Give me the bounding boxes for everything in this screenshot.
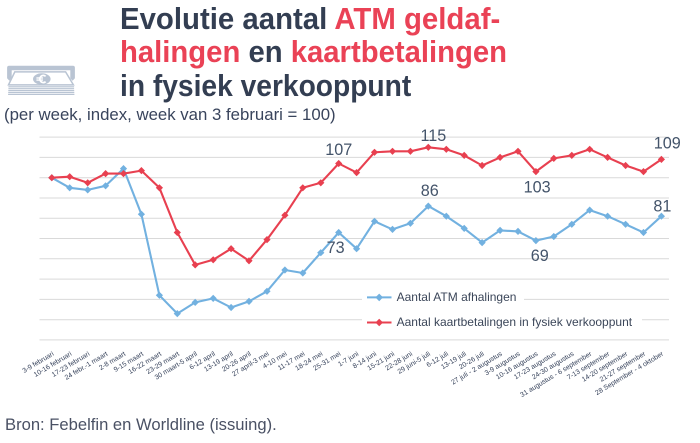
svg-text:Aantal kaartbetalingen in fysi: Aantal kaartbetalingen in fysiek verkoop… [397,315,633,329]
svg-text:109: 109 [654,134,681,152]
svg-text:103: 103 [524,179,551,197]
svg-text:81: 81 [653,197,671,215]
svg-text:69: 69 [531,247,549,265]
svg-text:107: 107 [325,141,352,159]
svg-text:86: 86 [421,182,439,200]
svg-text:Aantal ATM afhalingen: Aantal ATM afhalingen [397,290,517,304]
svg-text:73: 73 [327,239,345,257]
svg-text:115: 115 [420,127,446,145]
